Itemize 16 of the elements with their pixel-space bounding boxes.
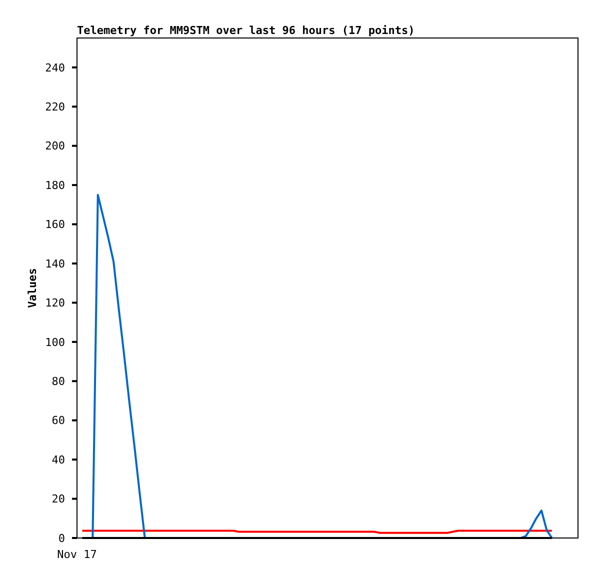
y-tick-label: 40 — [52, 453, 65, 466]
y-tick-label: 80 — [52, 374, 65, 388]
y-tick-label: 140 — [45, 257, 65, 270]
y-tick-label: 160 — [45, 218, 65, 232]
y-tick-label: 220 — [45, 100, 65, 114]
y-axis-title: Values — [26, 268, 39, 308]
y-tick-label: 60 — [52, 414, 65, 428]
y-tick-label: 100 — [45, 336, 65, 349]
y-tick-label: 0 — [58, 532, 65, 545]
y-tick-label: 240 — [45, 61, 65, 74]
chart-title: Telemetry for MM9STM over last 96 hours (17 points) — [77, 24, 415, 37]
y-tick-label: 120 — [45, 296, 65, 310]
x-tick-label: Nov 17 — [57, 548, 97, 561]
y-tick-label: 200 — [45, 140, 65, 153]
y-tick-label: 180 — [45, 178, 65, 192]
y-tick-label: 20 — [52, 492, 65, 506]
